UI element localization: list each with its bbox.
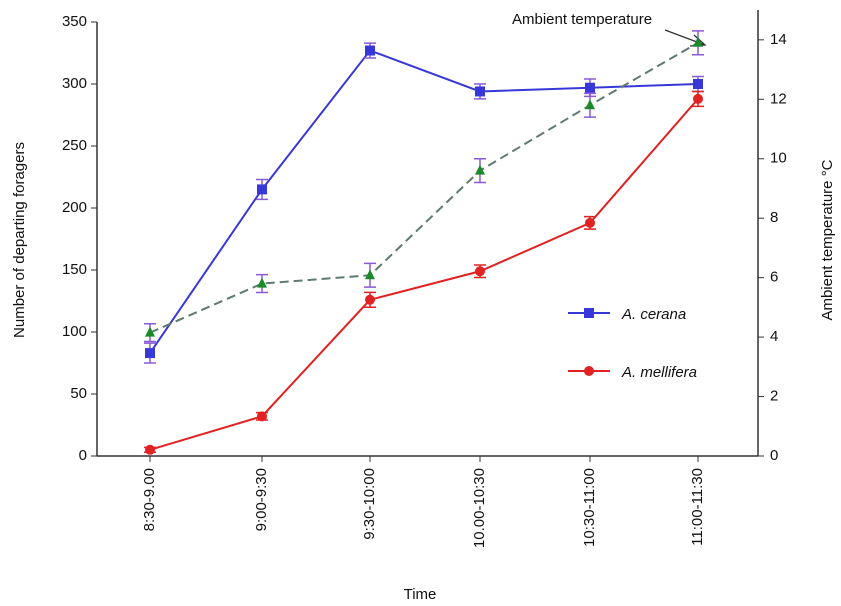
x-axis-title: Time <box>404 586 437 603</box>
x-tick-label: 10.00-10:30 <box>471 468 488 548</box>
legend-label: A. mellifera <box>621 364 697 381</box>
x-tick-label: 10:30-11:00 <box>581 468 598 547</box>
y2-tick-label: 8 <box>770 209 778 226</box>
x-tick-label: 9:30-10:00 <box>361 468 378 540</box>
marker <box>475 86 485 97</box>
line <box>149 98 699 451</box>
y-tick-label: 200 <box>62 199 87 216</box>
y2-tick-label: 0 <box>770 447 778 464</box>
legend-label: A. cerana <box>621 306 686 323</box>
annotation: Ambient temperature <box>512 11 652 28</box>
y2-axis-title: Ambient temperature °C <box>819 159 836 320</box>
marker <box>585 99 595 110</box>
marker <box>145 444 155 455</box>
y-axis-title: Number of departing foragers <box>11 142 28 338</box>
y2-tick-label: 2 <box>770 388 778 405</box>
marker <box>585 217 595 228</box>
marker <box>365 269 375 280</box>
marker <box>145 348 155 359</box>
marker <box>584 308 594 318</box>
marker <box>145 326 155 337</box>
marker <box>475 164 485 175</box>
y2-tick-label: 12 <box>770 90 787 107</box>
marker <box>693 79 703 89</box>
y-tick-label: 0 <box>79 447 87 464</box>
y2-tick-label: 10 <box>770 150 787 167</box>
y2-tick-label: 4 <box>770 328 778 345</box>
line <box>149 41 699 334</box>
y2-tick-label: 14 <box>770 31 787 48</box>
x-tick-label: 8:30-9.00 <box>141 468 158 531</box>
marker <box>257 277 267 288</box>
marker <box>475 266 485 277</box>
x-tick-label: 9:00-9:30 <box>253 468 270 531</box>
y-tick-label: 100 <box>62 323 87 340</box>
y2-tick-label: 6 <box>770 269 778 286</box>
marker <box>693 36 703 47</box>
marker <box>365 294 375 305</box>
marker <box>365 45 375 56</box>
marker <box>257 411 267 422</box>
marker <box>585 82 595 93</box>
y-tick-label: 150 <box>62 261 87 278</box>
marker <box>693 93 703 104</box>
line <box>149 49 699 354</box>
marker <box>584 366 594 376</box>
y-tick-label: 300 <box>62 75 87 92</box>
x-tick-label: 11:00-11:30 <box>689 468 706 546</box>
y-tick-label: 350 <box>62 13 87 30</box>
y-tick-label: 250 <box>62 137 87 154</box>
marker <box>257 184 267 195</box>
y-tick-label: 50 <box>70 385 87 402</box>
